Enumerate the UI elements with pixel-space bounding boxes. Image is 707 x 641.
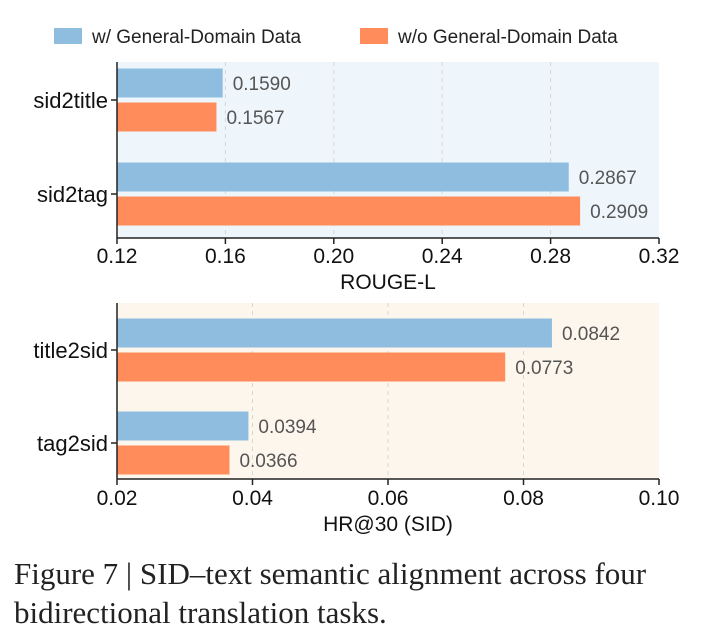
chart-panel-2: 0.0842 0.0394 0.0773 0.0366 title2sid tag2sid… — [33, 303, 679, 536]
x-tick-label: 0.24 — [422, 245, 463, 268]
bar-without-sid2tag — [117, 196, 581, 226]
value-label: 0.0773 — [515, 358, 573, 379]
bar-with-title2sid — [117, 318, 552, 348]
category-label: sid2tag — [37, 182, 108, 207]
x-axis-label: HR@30 (SID) — [323, 513, 453, 536]
x-axis-label: ROUGE-L — [340, 271, 436, 294]
bar-without-tag2sid — [117, 445, 230, 475]
chart-panels: 0.1590 0.2867 0.1567 0.2909 sid2title sid2tag… — [33, 62, 679, 536]
category-label: sid2title — [33, 88, 108, 113]
x-tick-label: 0.12 — [97, 245, 138, 268]
value-label: 0.1567 — [226, 108, 284, 129]
value-label: 0.0394 — [258, 417, 317, 438]
legend: w/ General-Domain Data w/o General-Domain… — [54, 27, 618, 48]
x-tick-label: 0.28 — [530, 245, 571, 268]
category-label: tag2sid — [37, 431, 108, 456]
figure-caption: Figure 7 | SID–text semantic alignment a… — [14, 556, 647, 630]
legend-swatch — [360, 28, 388, 44]
chart-panel-1: 0.1590 0.2867 0.1567 0.2909 sid2title sid2tag… — [33, 62, 679, 294]
value-label: 0.1590 — [233, 74, 291, 95]
category-label: title2sid — [33, 338, 108, 363]
bar-without-sid2title — [117, 102, 217, 132]
value-label: 0.2909 — [590, 202, 648, 223]
x-tick-label: 0.06 — [368, 487, 409, 510]
bar-with-sid2tag — [117, 162, 569, 192]
legend-swatch — [54, 28, 82, 44]
value-label: 0.2867 — [579, 168, 637, 189]
bar-without-title2sid — [117, 352, 506, 382]
x-tick-label: 0.02 — [97, 487, 138, 510]
x-tick-label: 0.10 — [639, 487, 680, 510]
x-tick-label: 0.08 — [503, 487, 544, 510]
value-label: 0.0842 — [562, 324, 620, 345]
value-label: 0.0366 — [239, 451, 297, 472]
x-tick-label: 0.32 — [639, 245, 680, 268]
bar-with-tag2sid — [117, 411, 249, 441]
bar-with-sid2title — [117, 68, 223, 98]
x-tick-label: 0.16 — [205, 245, 246, 268]
legend-label: w/ General-Domain Data — [91, 27, 302, 48]
x-tick-label: 0.20 — [313, 245, 354, 268]
legend-label: w/o General-Domain Data — [397, 27, 618, 48]
x-tick-label: 0.04 — [232, 487, 273, 510]
